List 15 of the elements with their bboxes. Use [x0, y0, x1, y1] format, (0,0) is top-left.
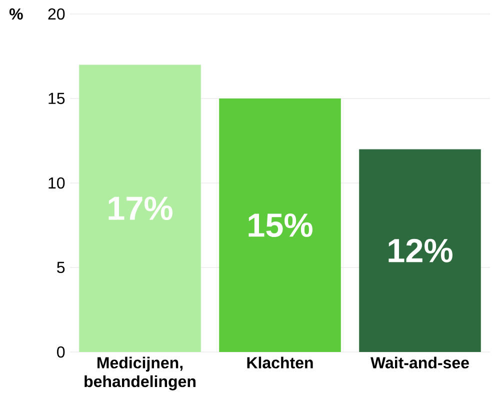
x-tick-label: Medicijnen, behandelingen: [84, 356, 196, 390]
bar: [79, 64, 201, 352]
x-tick-label: Klachten: [247, 356, 313, 368]
y-tick-label: 0: [57, 346, 65, 358]
bar: [219, 98, 341, 352]
data-label: 17%: [108, 196, 172, 220]
y-axis-title: %: [9, 8, 23, 20]
y-tick-label: 10: [48, 177, 65, 189]
data-label: 12%: [388, 238, 452, 262]
x-tick-label: Wait-and-see: [370, 356, 469, 368]
y-tick-label: 15: [48, 92, 65, 104]
bar: [359, 149, 481, 352]
y-tick-label: 5: [57, 262, 65, 274]
data-label: 15%: [248, 213, 312, 238]
y-tick-label: 20: [48, 8, 65, 20]
